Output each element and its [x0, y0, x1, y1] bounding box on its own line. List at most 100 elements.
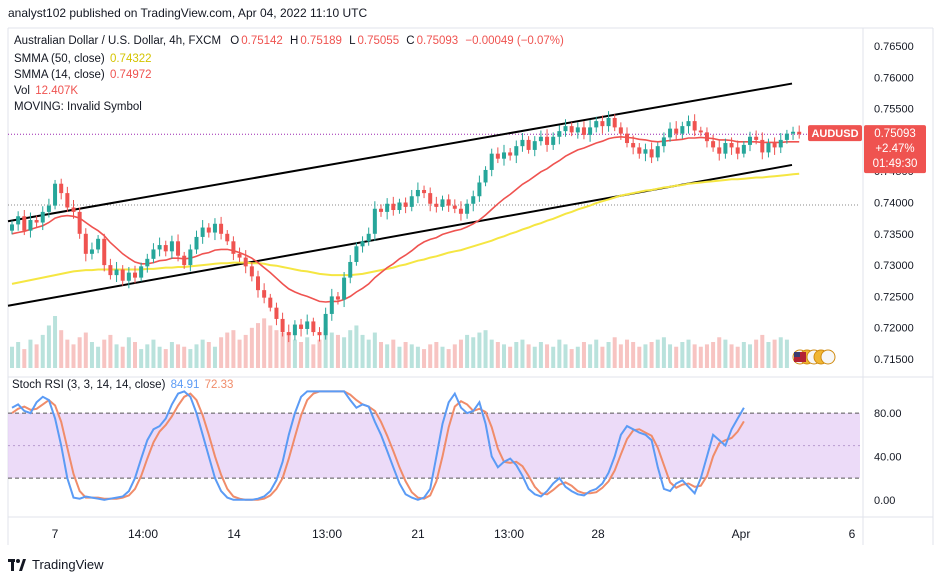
candle	[120, 265, 125, 286]
candle	[114, 261, 119, 283]
candle	[385, 198, 390, 220]
volume-bar	[219, 337, 224, 368]
ohlc-change: −0.00049 (−0.07%)	[465, 35, 564, 47]
price-tag-countdown: 01:49:30	[873, 158, 918, 170]
candlesticks[interactable]	[10, 111, 802, 343]
candle	[22, 210, 27, 236]
ohlc-high: H 0.75189	[290, 35, 342, 47]
candle	[655, 142, 660, 162]
candle-body	[631, 143, 636, 148]
candle	[379, 204, 383, 217]
candle	[274, 302, 279, 326]
volume-legend[interactable]: Vol 12.407K	[14, 85, 80, 97]
candle-body	[397, 202, 402, 211]
volume-bar	[108, 334, 113, 368]
volume-bar	[729, 344, 734, 368]
moving-legend[interactable]: MOVING: Invalid Symbol	[14, 101, 144, 113]
candle-body	[96, 238, 101, 250]
candle-body	[102, 238, 107, 266]
volume-bar	[133, 342, 137, 368]
volume-bar	[286, 334, 291, 368]
volume-bar	[249, 327, 254, 368]
candle	[797, 125, 802, 139]
volume-bar	[22, 349, 27, 368]
volume-bar	[723, 339, 728, 368]
candle-body	[108, 265, 113, 276]
candle-body	[729, 143, 734, 148]
candle	[268, 293, 273, 312]
ohlc-low: L 0.75055	[349, 35, 400, 47]
volume-bar	[403, 342, 408, 368]
candle-body	[311, 321, 316, 333]
volume-bar	[139, 349, 144, 368]
volume-bar	[686, 339, 691, 368]
candle-body	[588, 127, 593, 135]
smma50-legend[interactable]: SMMA (50, close) 0.74322	[14, 53, 154, 65]
volume-bar	[489, 339, 494, 368]
candle	[317, 327, 322, 342]
time-tick-label: 6	[849, 527, 856, 541]
candle-body	[754, 136, 759, 140]
candle	[286, 324, 291, 343]
candle-body	[163, 245, 168, 252]
smma14-value: 0.74972	[109, 69, 152, 81]
candle-body	[126, 272, 131, 281]
candle	[157, 237, 162, 257]
candle-body	[526, 139, 531, 150]
candle	[483, 166, 488, 187]
candle	[625, 127, 629, 148]
tradingview-footer[interactable]: TradingView	[8, 557, 104, 572]
stoch-rsi-legend[interactable]: Stoch RSI (3, 3, 14, 14, close) 84.91 72…	[12, 379, 235, 391]
volume-bar	[182, 346, 187, 368]
volume-bar	[526, 344, 531, 368]
candle-body	[286, 332, 291, 336]
candle-body	[508, 152, 513, 156]
candle-body	[655, 146, 660, 158]
candle	[71, 199, 76, 219]
candle	[188, 244, 193, 272]
volume-bar	[188, 349, 193, 368]
candle	[784, 129, 789, 144]
volume-bar	[428, 344, 433, 368]
candle	[748, 131, 752, 152]
candle	[28, 212, 33, 238]
volume-bar	[545, 344, 550, 368]
candle	[452, 199, 457, 214]
candle-body	[643, 149, 648, 154]
volume-bar	[649, 342, 654, 368]
volume-bar	[46, 325, 51, 368]
volume-bar	[741, 342, 746, 368]
candle-body	[114, 269, 119, 276]
volume-bar	[59, 330, 64, 368]
candle-body	[83, 233, 88, 254]
volume-bar	[360, 334, 365, 368]
candle	[692, 114, 697, 137]
candle	[649, 142, 654, 164]
candle	[520, 133, 525, 152]
candle-body	[711, 141, 716, 148]
smma14-legend[interactable]: SMMA (14, close) 0.74972	[14, 69, 154, 81]
candle	[508, 148, 513, 161]
stoch-rsi-label: Stoch RSI (3, 3, 14, 14, close)	[12, 379, 166, 391]
candle	[643, 143, 648, 162]
volume-bar	[495, 342, 500, 368]
candle-body	[348, 261, 353, 278]
stoch-d-line	[11, 390, 745, 501]
price-tick-label: 0.75500	[874, 104, 914, 116]
volume-bar	[34, 344, 39, 368]
volume-bar	[618, 344, 623, 368]
candle	[471, 190, 476, 212]
candle-body	[366, 233, 371, 242]
candle-body	[668, 128, 673, 138]
volume-bar	[120, 346, 125, 368]
candle-body	[489, 153, 494, 170]
candle-body	[625, 133, 629, 144]
candle	[575, 122, 580, 139]
candle-body	[120, 269, 125, 281]
candle-body	[532, 141, 537, 150]
candle	[243, 250, 248, 274]
candle	[151, 243, 156, 264]
candle-body	[569, 126, 574, 133]
candle	[446, 194, 451, 212]
